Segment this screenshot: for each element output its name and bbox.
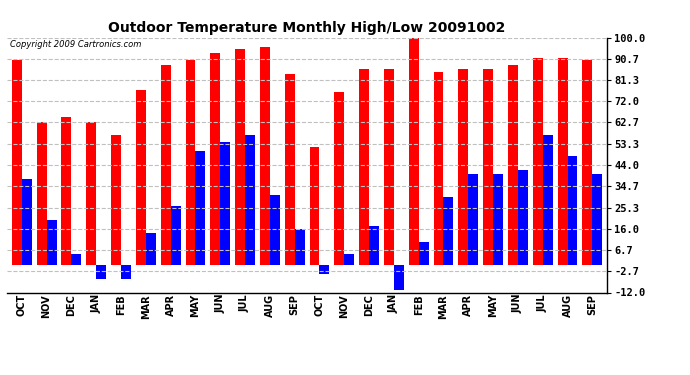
Bar xyxy=(310,147,319,265)
Bar xyxy=(22,178,32,265)
Bar xyxy=(186,60,195,265)
Bar xyxy=(419,242,428,265)
Bar xyxy=(558,58,567,265)
Bar xyxy=(111,135,121,265)
Bar xyxy=(47,220,57,265)
Bar xyxy=(295,229,304,265)
Bar xyxy=(170,206,181,265)
Bar xyxy=(582,60,592,265)
Bar xyxy=(592,174,602,265)
Bar xyxy=(433,72,444,265)
Bar xyxy=(335,92,344,265)
Bar xyxy=(210,54,220,265)
Bar xyxy=(458,69,469,265)
Bar xyxy=(121,265,131,279)
Bar xyxy=(319,265,329,274)
Bar xyxy=(567,156,578,265)
Bar xyxy=(96,265,106,279)
Bar xyxy=(146,233,156,265)
Bar xyxy=(260,46,270,265)
Bar xyxy=(369,226,379,265)
Bar xyxy=(394,265,404,290)
Bar xyxy=(37,122,47,265)
Bar xyxy=(161,65,170,265)
Bar xyxy=(245,135,255,265)
Bar xyxy=(408,33,419,265)
Bar xyxy=(384,69,394,265)
Bar xyxy=(543,135,553,265)
Bar xyxy=(359,69,369,265)
Bar xyxy=(86,122,96,265)
Title: Outdoor Temperature Monthly High/Low 20091002: Outdoor Temperature Monthly High/Low 200… xyxy=(108,21,506,35)
Text: Copyright 2009 Cartronics.com: Copyright 2009 Cartronics.com xyxy=(10,40,141,49)
Bar xyxy=(136,90,146,265)
Bar xyxy=(344,254,354,265)
Bar xyxy=(61,117,71,265)
Bar xyxy=(220,142,230,265)
Bar xyxy=(71,254,81,265)
Bar xyxy=(270,195,279,265)
Bar xyxy=(533,58,543,265)
Bar xyxy=(493,174,503,265)
Bar xyxy=(285,74,295,265)
Bar xyxy=(195,152,206,265)
Bar xyxy=(483,69,493,265)
Bar xyxy=(12,60,22,265)
Bar xyxy=(518,170,528,265)
Bar xyxy=(235,49,245,265)
Bar xyxy=(508,65,518,265)
Bar xyxy=(444,197,453,265)
Bar xyxy=(469,174,478,265)
